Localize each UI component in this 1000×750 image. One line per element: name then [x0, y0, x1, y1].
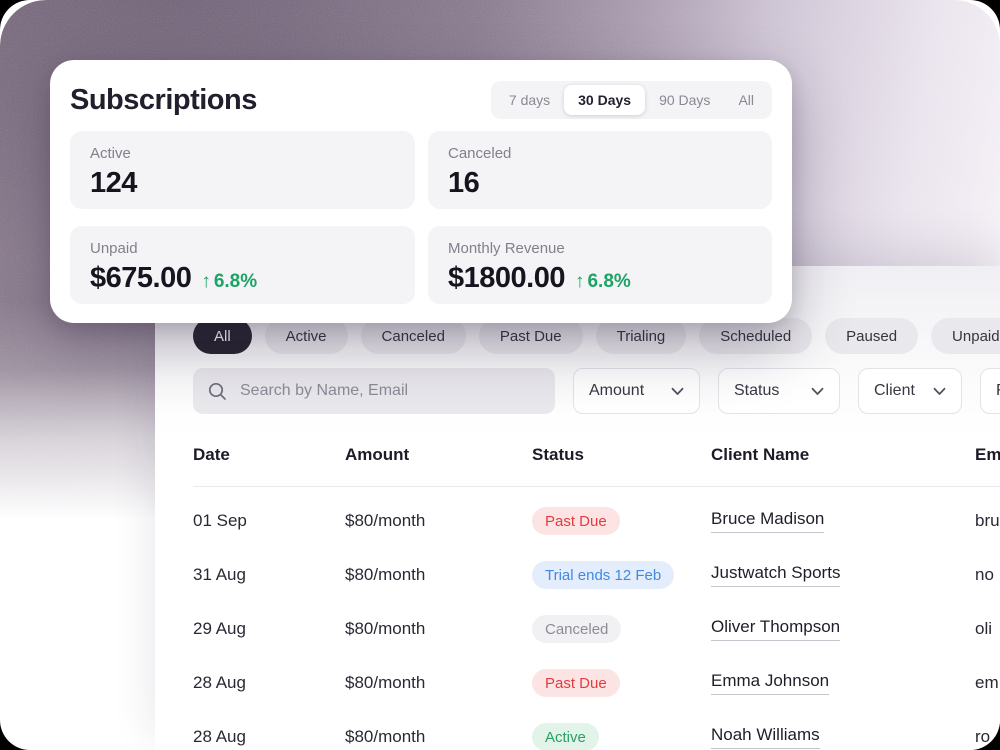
filter-dropdown-f[interactable]: F [980, 368, 1000, 414]
chevron-down-icon [671, 387, 684, 395]
status-filter-bar: All Active Canceled Past Due Trialing Schedul… [193, 318, 1000, 354]
status-filter-pill-active[interactable]: Active [264, 318, 348, 354]
table-body: 01 Sep $80/month Past Due Bruce Madison … [193, 494, 1000, 750]
header-divider [193, 486, 1000, 487]
subscriptions-table: Date Amount Status Client Name Email 01 … [193, 445, 1000, 750]
stat-value: 124 [90, 167, 137, 199]
table-header-row: Date Amount Status Client Name Email [193, 445, 1000, 465]
status-badge: Canceled [532, 615, 622, 643]
status-filter-pill-trialing[interactable]: Trialing [595, 318, 687, 354]
stat-card: Active 124 [70, 131, 415, 209]
status-badge: Past Due [532, 669, 620, 697]
status-filter-pill-paused[interactable]: Paused [825, 318, 919, 354]
cell-amount: $80/month [345, 727, 426, 746]
column-header-status: Status [532, 445, 584, 464]
stats-grid: Active 124 Canceled 16 Unpaid $675.00 ↑ 6… [70, 131, 772, 304]
cell-date: 28 Aug [193, 727, 246, 746]
column-header-client: Client Name [711, 445, 810, 464]
cell-email: ro [975, 727, 991, 746]
table-row: 29 Aug $80/month Canceled Oliver Thompso… [193, 602, 1000, 656]
stat-label: Monthly Revenue [448, 240, 565, 257]
cell-date: 29 Aug [193, 619, 246, 638]
chevron-down-icon [933, 387, 946, 395]
card-header: Subscriptions 7 days 30 Days 90 Days All [70, 81, 772, 119]
up-arrow-icon: ↑ [574, 271, 585, 292]
status-filter-pill-canceled[interactable]: Canceled [360, 318, 466, 354]
stat-card: Unpaid $675.00 ↑ 6.8% [70, 226, 415, 304]
cell-client: Bruce Madison [711, 509, 975, 533]
table-row: 28 Aug $80/month Past Due Emma Johnson e… [193, 656, 1000, 710]
range-tab-30-days[interactable]: 30 Days [564, 85, 646, 115]
search-input[interactable]: Search by Name, Email [193, 368, 555, 414]
client-name-link[interactable]: Justwatch Sports [711, 563, 841, 587]
filter-toolbar: Search by Name, Email Amount Status Clie… [193, 368, 1000, 414]
column-header-date: Date [193, 445, 230, 464]
cell-client: Oliver Thompson [711, 617, 975, 641]
stat-card: Canceled 16 [428, 131, 772, 209]
date-range-tabs: 7 days 30 Days 90 Days All [490, 81, 772, 119]
search-placeholder: Search by Name, Email [240, 382, 409, 399]
column-header-amount: Amount [345, 445, 410, 464]
cell-status: Canceled [532, 615, 711, 643]
table-row: 31 Aug $80/month Trial ends 12 Feb Justw… [193, 548, 1000, 602]
client-name-link[interactable]: Emma Johnson [711, 671, 830, 695]
cell-amount: $80/month [345, 673, 426, 692]
cell-client: Noah Williams [711, 725, 975, 749]
cell-amount: $80/month [345, 565, 426, 584]
status-filter-pill-unpaid[interactable]: Unpaid [931, 318, 1000, 354]
range-tab-7-days[interactable]: 7 days [495, 85, 564, 115]
stat-value: $675.00 [90, 262, 192, 294]
stat-label: Canceled [448, 145, 512, 162]
cell-date: 31 Aug [193, 565, 246, 584]
cell-amount: $80/month [345, 619, 426, 638]
cell-client: Emma Johnson [711, 671, 975, 695]
cell-email: oli [975, 619, 993, 638]
table-row: 01 Sep $80/month Past Due Bruce Madison … [193, 494, 1000, 548]
cell-status: Past Due [532, 669, 711, 697]
status-badge: Active [532, 723, 599, 750]
cell-email: no [975, 565, 994, 584]
up-arrow-icon: ↑ [201, 271, 211, 292]
status-badge: Trial ends 12 Feb [532, 561, 675, 589]
table-row: 28 Aug $80/month Active Noah Williams ro [193, 710, 1000, 750]
chevron-down-icon [811, 387, 824, 395]
client-name-link[interactable]: Noah Williams [711, 725, 820, 749]
cell-email: em [975, 673, 999, 692]
status-filter-pill-past-due[interactable]: Past Due [478, 318, 583, 354]
cell-amount: $80/month [345, 511, 426, 530]
cell-status: Trial ends 12 Feb [532, 561, 711, 589]
client-name-link[interactable]: Bruce Madison [711, 509, 825, 533]
column-header-email: Email [975, 445, 1000, 464]
status-filter-pill-all[interactable]: All [193, 318, 252, 354]
filter-dropdown-client[interactable]: Client [858, 368, 962, 414]
stat-value: 16 [448, 167, 480, 199]
cell-status: Active [532, 723, 711, 750]
filter-dropdown-amount[interactable]: Amount [573, 368, 700, 414]
cell-email: bru [975, 511, 1000, 530]
cell-date: 28 Aug [193, 673, 246, 692]
stat-delta: ↑ 6.8% [201, 271, 258, 292]
client-name-link[interactable]: Oliver Thompson [711, 617, 841, 641]
stat-label: Active [90, 145, 131, 162]
cell-date: 01 Sep [193, 511, 247, 530]
stat-card: Monthly Revenue $1800.00 ↑ 6.8% [428, 226, 772, 304]
subscriptions-panel: All Active Canceled Past Due Trialing Schedul… [155, 266, 1000, 750]
search-icon [208, 382, 226, 400]
stat-label: Unpaid [90, 240, 138, 257]
stat-delta: ↑ 6.8% [574, 271, 631, 292]
cell-status: Past Due [532, 507, 711, 535]
status-filter-pill-scheduled[interactable]: Scheduled [699, 318, 813, 354]
subscriptions-summary-card: Subscriptions 7 days 30 Days 90 Days All Ac… [50, 60, 792, 323]
filter-dropdown-status[interactable]: Status [718, 368, 840, 414]
range-tab-all[interactable]: All [724, 85, 768, 115]
page-title: Subscriptions [70, 83, 257, 116]
range-tab-90-days[interactable]: 90 Days [645, 85, 724, 115]
stat-value: $1800.00 [448, 262, 565, 294]
status-badge: Past Due [532, 507, 620, 535]
cell-client: Justwatch Sports [711, 563, 975, 587]
